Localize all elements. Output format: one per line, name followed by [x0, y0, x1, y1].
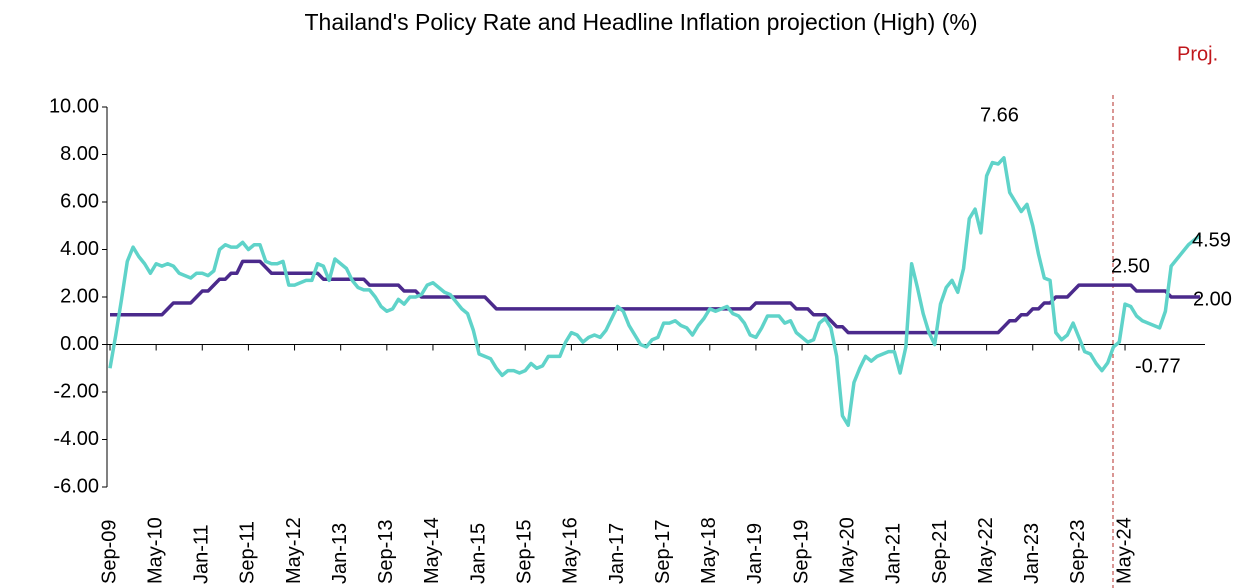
x-tick-label: Jan-23 — [1021, 523, 1043, 584]
projection-label: Proj. — [1177, 43, 1218, 65]
x-tick-label: May-22 — [975, 517, 997, 584]
x-tick-label: Sep-23 — [1067, 520, 1089, 585]
x-tick-label: May-10 — [144, 517, 166, 584]
annotation: 4.59 — [1192, 229, 1231, 251]
x-tick-label: Sep-13 — [375, 520, 397, 585]
x-tick-label: Sep-09 — [98, 520, 120, 585]
x-tick-label: May-20 — [836, 517, 858, 584]
annotation: -0.77 — [1135, 355, 1181, 377]
x-tick-label: Jan-15 — [467, 523, 489, 584]
x-tick-label: May-16 — [560, 517, 582, 584]
x-tick-label: May-18 — [698, 517, 720, 584]
x-tick-label: Sep-15 — [514, 520, 536, 585]
x-tick-label: Jan-17 — [606, 523, 628, 584]
annotation: 2.00 — [1193, 288, 1232, 310]
y-tick-label: 2.00 — [60, 285, 99, 307]
x-tick-label: Jan-13 — [329, 523, 351, 584]
y-tick-label: 10.00 — [49, 95, 99, 117]
chart-title: Thailand's Policy Rate and Headline Infl… — [304, 9, 977, 35]
y-tick-label: -4.00 — [53, 428, 99, 450]
x-tick-label: Jan-21 — [883, 523, 905, 584]
series-line — [110, 259, 1200, 335]
y-tick-label: 0.00 — [60, 333, 99, 355]
y-tick-label: 8.00 — [60, 143, 99, 165]
x-tick-label: May-14 — [421, 517, 443, 584]
x-tick-label: May-12 — [283, 517, 305, 584]
y-tick-label: 6.00 — [60, 190, 99, 212]
x-tick-label: Sep-19 — [790, 520, 812, 585]
series-line — [108, 156, 1202, 427]
y-tick-label: 4.00 — [60, 238, 99, 260]
x-tick-label: May-24 — [1113, 517, 1135, 584]
x-tick-label: Jan-11 — [191, 524, 213, 584]
x-tick-label: Sep-17 — [652, 520, 674, 585]
annotation: 2.50 — [1111, 255, 1150, 277]
x-tick-label: Sep-11 — [237, 521, 259, 584]
y-tick-label: -2.00 — [53, 380, 99, 402]
y-tick-label: -6.00 — [53, 475, 99, 497]
x-tick-label: Sep-21 — [929, 520, 951, 585]
annotation: 7.66 — [980, 104, 1019, 126]
x-tick-label: Jan-19 — [744, 523, 766, 584]
